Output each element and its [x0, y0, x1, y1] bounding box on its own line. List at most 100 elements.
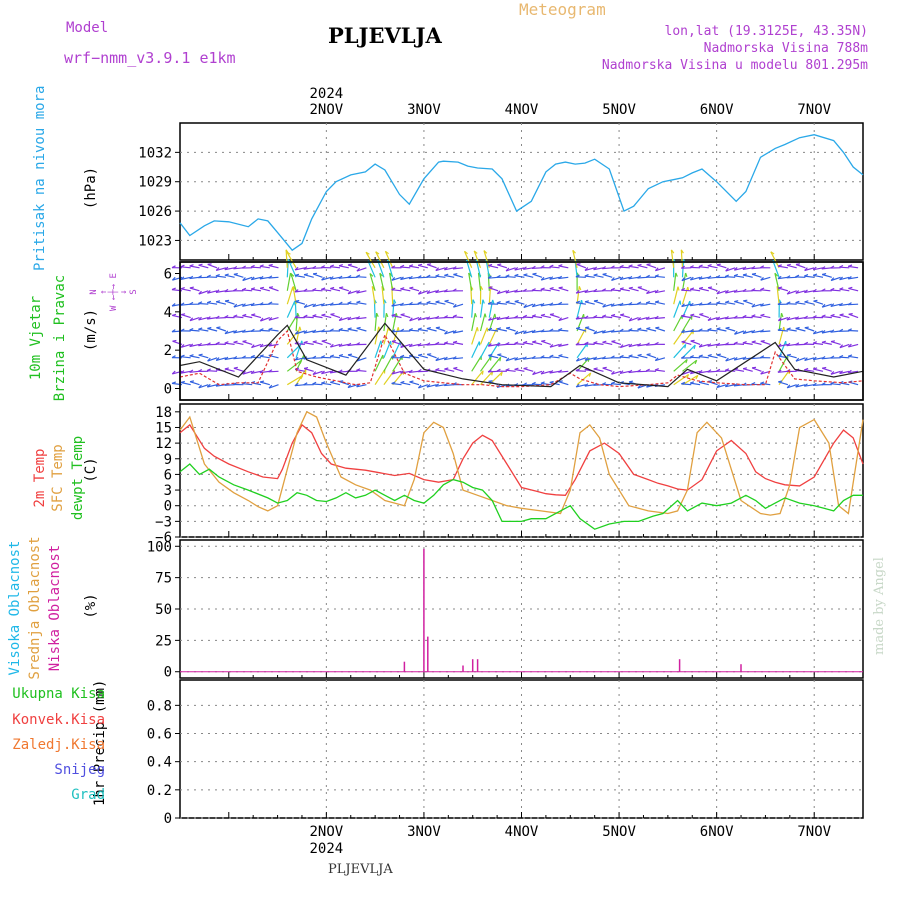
wind-arrow-head [751, 288, 756, 292]
wind-arrow [839, 288, 850, 292]
wind-arrow-head [804, 267, 808, 271]
wind-arrow-head [795, 342, 800, 346]
wind-arrow [602, 315, 613, 319]
wind-arrow-head [172, 339, 177, 342]
x-tick-label-top: 5NOV [602, 102, 636, 118]
wind-arrow [673, 358, 688, 372]
wind-arrow [356, 290, 367, 294]
wind-arrow-head [540, 381, 545, 384]
wind-arrow [532, 330, 543, 334]
wind-arrow [435, 275, 446, 278]
wind-arrow-head [312, 371, 317, 375]
wind-arrow [681, 303, 692, 308]
wind-arrow-head [602, 340, 607, 343]
wind-arrow [576, 286, 580, 305]
wind-arrow [575, 370, 586, 372]
wind-arrow-head [233, 314, 238, 318]
wind-arrow-head [743, 299, 748, 302]
wind-arrow [189, 329, 200, 332]
wind-arrow-head [646, 290, 650, 294]
wind-arrow [215, 301, 227, 305]
wind-arrow [734, 330, 745, 335]
wind-arrow [576, 263, 587, 269]
wind-arrow-head [637, 369, 642, 373]
x-tick-label-bottom: 2NOV [309, 824, 343, 840]
wind-arrow-head [481, 370, 484, 375]
wind-arrow [804, 290, 815, 294]
x-tick-label-top: 2NOV [309, 102, 343, 118]
wind-arrow [839, 266, 850, 269]
wind-arrow [593, 267, 604, 271]
wind-arrow [268, 370, 279, 373]
wind-arrow-head [795, 300, 800, 304]
wind-arrow-head [347, 301, 352, 304]
wind-arrow-head [321, 381, 326, 384]
x-tick-label-bottom: 3NOV [407, 824, 441, 840]
wind-arrow [760, 289, 771, 292]
wind-arrow [822, 367, 832, 372]
wind-arrow-head [654, 315, 659, 319]
wind-arrow-head [839, 354, 844, 358]
wind-arrow [742, 368, 753, 372]
wind-arrow [444, 330, 455, 335]
wind-arrow [347, 343, 358, 347]
wind-arrow [654, 301, 666, 305]
wind-arrow-head [206, 300, 212, 304]
wind-arrow [786, 354, 797, 359]
wind-arrow-head [760, 287, 765, 291]
wind-arrow [215, 290, 226, 293]
wind-arrow-head [774, 272, 779, 277]
wind-arrow-head [531, 288, 536, 291]
wind-arrow [391, 289, 402, 292]
wind-arrow [830, 370, 841, 375]
wind-arrow [725, 267, 736, 272]
wind-arrow [224, 290, 235, 293]
wind-arrow [377, 260, 385, 278]
wind-arrow-head [760, 381, 765, 384]
wind-arrow-head [716, 263, 721, 266]
wind-arrow [347, 354, 358, 359]
wind-arrow-head [296, 312, 300, 317]
wind-arrow [742, 290, 753, 292]
wind-arrow-head [391, 370, 396, 375]
wind-arrow [392, 355, 403, 372]
wind-arrow-head [619, 302, 624, 306]
wind-arrow [409, 329, 420, 332]
wind-arrow-head [725, 383, 729, 388]
wind-arrow-head [760, 355, 765, 359]
wind-arrow-head [628, 286, 633, 289]
wind-arrow [673, 286, 679, 305]
wind-arrow-head [489, 356, 492, 361]
wind-arrow [312, 383, 323, 386]
x-tick-label-bottom: 7NOV [797, 824, 831, 840]
wind-arrow-head [549, 354, 554, 358]
wind-arrow [215, 384, 226, 387]
wind-arrow-head [593, 356, 598, 360]
wind-arrow [330, 355, 341, 359]
wind-arrow [760, 330, 771, 333]
wind-arrow [426, 353, 437, 359]
wind-arrow-head [821, 266, 826, 270]
wind-arrow [444, 300, 455, 305]
wind-arrow-head [321, 287, 326, 290]
wind-arrow [409, 276, 420, 280]
wind-arrow [242, 330, 253, 333]
wind-arrow [541, 276, 551, 281]
wind-arrow-head [250, 302, 255, 306]
wind-arrow [733, 368, 745, 372]
wind-arrow [682, 344, 696, 359]
wind-arrow-head [742, 330, 747, 334]
wind-arrow [523, 274, 534, 278]
y-tick-label: 4 [164, 305, 172, 321]
wind-arrow [427, 263, 437, 269]
wind-arrow-head [312, 287, 317, 291]
wind-arrow-head [593, 341, 598, 344]
wind-arrow [742, 316, 753, 319]
wind-arrow [268, 276, 279, 279]
wind-arrow [760, 303, 771, 307]
wind-arrow [514, 290, 525, 293]
wind-arrow-head [189, 317, 194, 322]
wind-arrow-head [777, 275, 782, 280]
wind-arrow-head [680, 355, 686, 359]
wind-arrow-head [780, 312, 784, 318]
